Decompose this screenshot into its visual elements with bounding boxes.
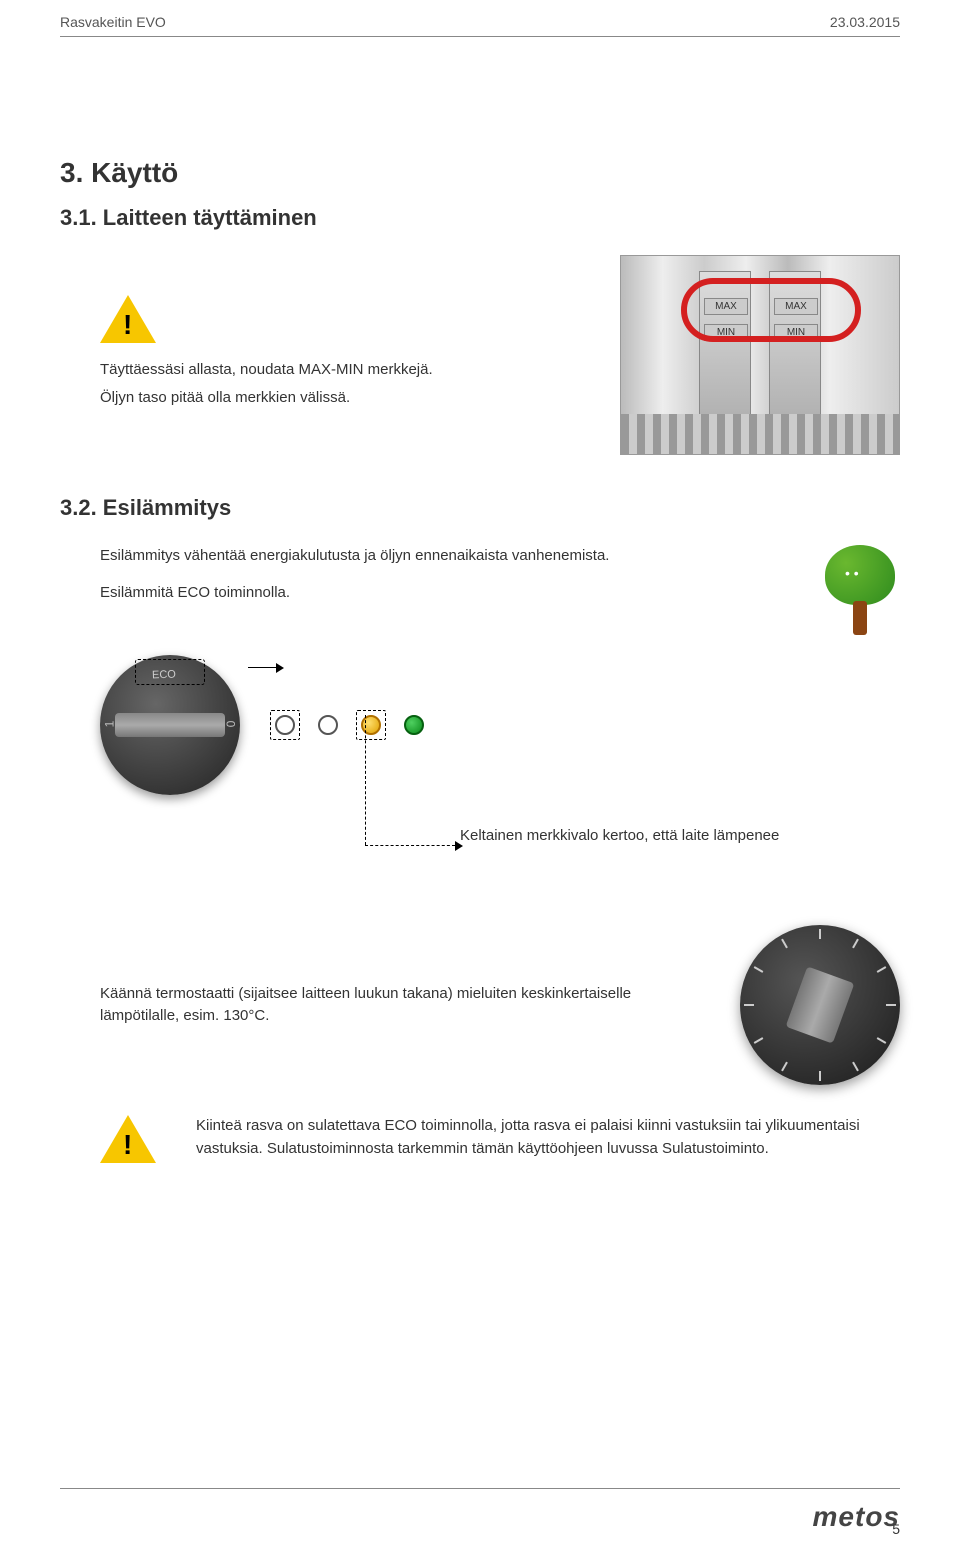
- page-footer: metos 5: [60, 1488, 900, 1533]
- heating-elements: [621, 414, 899, 454]
- heading-3-1: 3.1. Laitteen täyttäminen: [60, 205, 900, 231]
- fill-text-col: Täyttäessäsi allasta, noudata MAX-MIN me…: [60, 295, 620, 416]
- content: 3. Käyttö 3.1. Laitteen täyttäminen Täyt…: [60, 37, 900, 1163]
- heading-3: 3. Käyttö: [60, 157, 900, 189]
- yellow-led-callout: Keltainen merkkivalo kertoo, että laite …: [460, 825, 900, 846]
- preheat-intro-row: Esilämmitys vähentää energiakulutusta ja…: [60, 545, 900, 635]
- warning-text: Kiinteä rasva on sulatettava ECO toiminn…: [196, 1115, 900, 1160]
- warning-icon-2: [100, 1115, 156, 1163]
- thermostat-handle: [786, 966, 855, 1043]
- knob-mark-1: 1: [102, 721, 116, 728]
- callout-vline: [365, 715, 366, 845]
- fill-body-2: Öljyn taso pitää olla merkkien välissä.: [100, 387, 620, 410]
- tick: [781, 1062, 788, 1072]
- tick: [886, 1004, 896, 1006]
- row-fill: Täyttäessäsi allasta, noudata MAX-MIN me…: [60, 255, 900, 455]
- thermostat-text: Käännä termostaatti (sijaitsee laitteen …: [100, 983, 740, 1028]
- tick: [781, 939, 788, 949]
- section-3-2: 3.2. Esilämmitys Esilämmitys vähentää en…: [60, 495, 900, 1163]
- fryer-tank-illustration: MAX MIN MAX MIN: [620, 255, 900, 455]
- arrow-head-1: [276, 663, 284, 673]
- led-1-box: [270, 710, 300, 740]
- eco-knob: ECO 1 0: [100, 655, 240, 795]
- led-yellow: [361, 715, 381, 735]
- led-white-1: [275, 715, 295, 735]
- tick: [852, 1062, 859, 1072]
- page-header: Rasvakeitin EVO 23.03.2015: [60, 0, 900, 37]
- led-green: [404, 715, 424, 735]
- tree-crown: [825, 545, 895, 605]
- metos-logo: metos: [813, 1501, 900, 1533]
- section-3-1: 3.1. Laitteen täyttäminen Täyttäessäsi a…: [60, 205, 900, 455]
- header-title: Rasvakeitin EVO: [60, 14, 166, 30]
- tick: [754, 1037, 764, 1044]
- led-row: [270, 710, 424, 740]
- tree-icon: • •: [820, 545, 900, 635]
- tick: [819, 1071, 821, 1081]
- tick: [877, 1037, 887, 1044]
- tree-face: • •: [845, 565, 859, 581]
- tick: [852, 939, 859, 949]
- tick: [877, 966, 887, 973]
- eco-knob-diagram: ECO 1 0: [100, 655, 900, 795]
- callout-wrap: Keltainen merkkivalo kertoo, että laite …: [60, 825, 900, 905]
- red-highlight-ring: [681, 278, 861, 342]
- header-date: 23.03.2015: [830, 14, 900, 30]
- warning-row: Kiinteä rasva on sulatettava ECO toiminn…: [100, 1115, 900, 1163]
- thermostat-row: Käännä termostaatti (sijaitsee laitteen …: [100, 925, 900, 1085]
- led-yellow-box: [356, 710, 386, 740]
- thermostat-knob: [740, 925, 900, 1085]
- preheat-body-2: Esilämmitä ECO toiminnolla.: [100, 582, 609, 605]
- fryer-image: MAX MIN MAX MIN: [620, 255, 900, 455]
- eco-dashed-box: [135, 659, 205, 685]
- warning-icon: [100, 295, 156, 343]
- tick: [754, 966, 764, 973]
- preheat-text: Esilämmitys vähentää energiakulutusta ja…: [100, 545, 609, 610]
- tree-trunk: [853, 601, 867, 635]
- arrow-top: [248, 667, 276, 668]
- tick: [819, 929, 821, 939]
- fill-body-1: Täyttäessäsi allasta, noudata MAX-MIN me…: [100, 359, 620, 382]
- page: Rasvakeitin EVO 23.03.2015 3. Käyttö 3.1…: [0, 0, 960, 1553]
- preheat-body-1: Esilämmitys vähentää energiakulutusta ja…: [100, 545, 609, 568]
- heading-3-2: 3.2. Esilämmitys: [60, 495, 900, 521]
- knob-mark-0: 0: [224, 721, 238, 728]
- page-number: 5: [892, 1521, 900, 1537]
- knob-handle: [115, 713, 225, 737]
- callout-hline: [365, 845, 455, 846]
- tick: [744, 1004, 754, 1006]
- led-white-2: [318, 715, 338, 735]
